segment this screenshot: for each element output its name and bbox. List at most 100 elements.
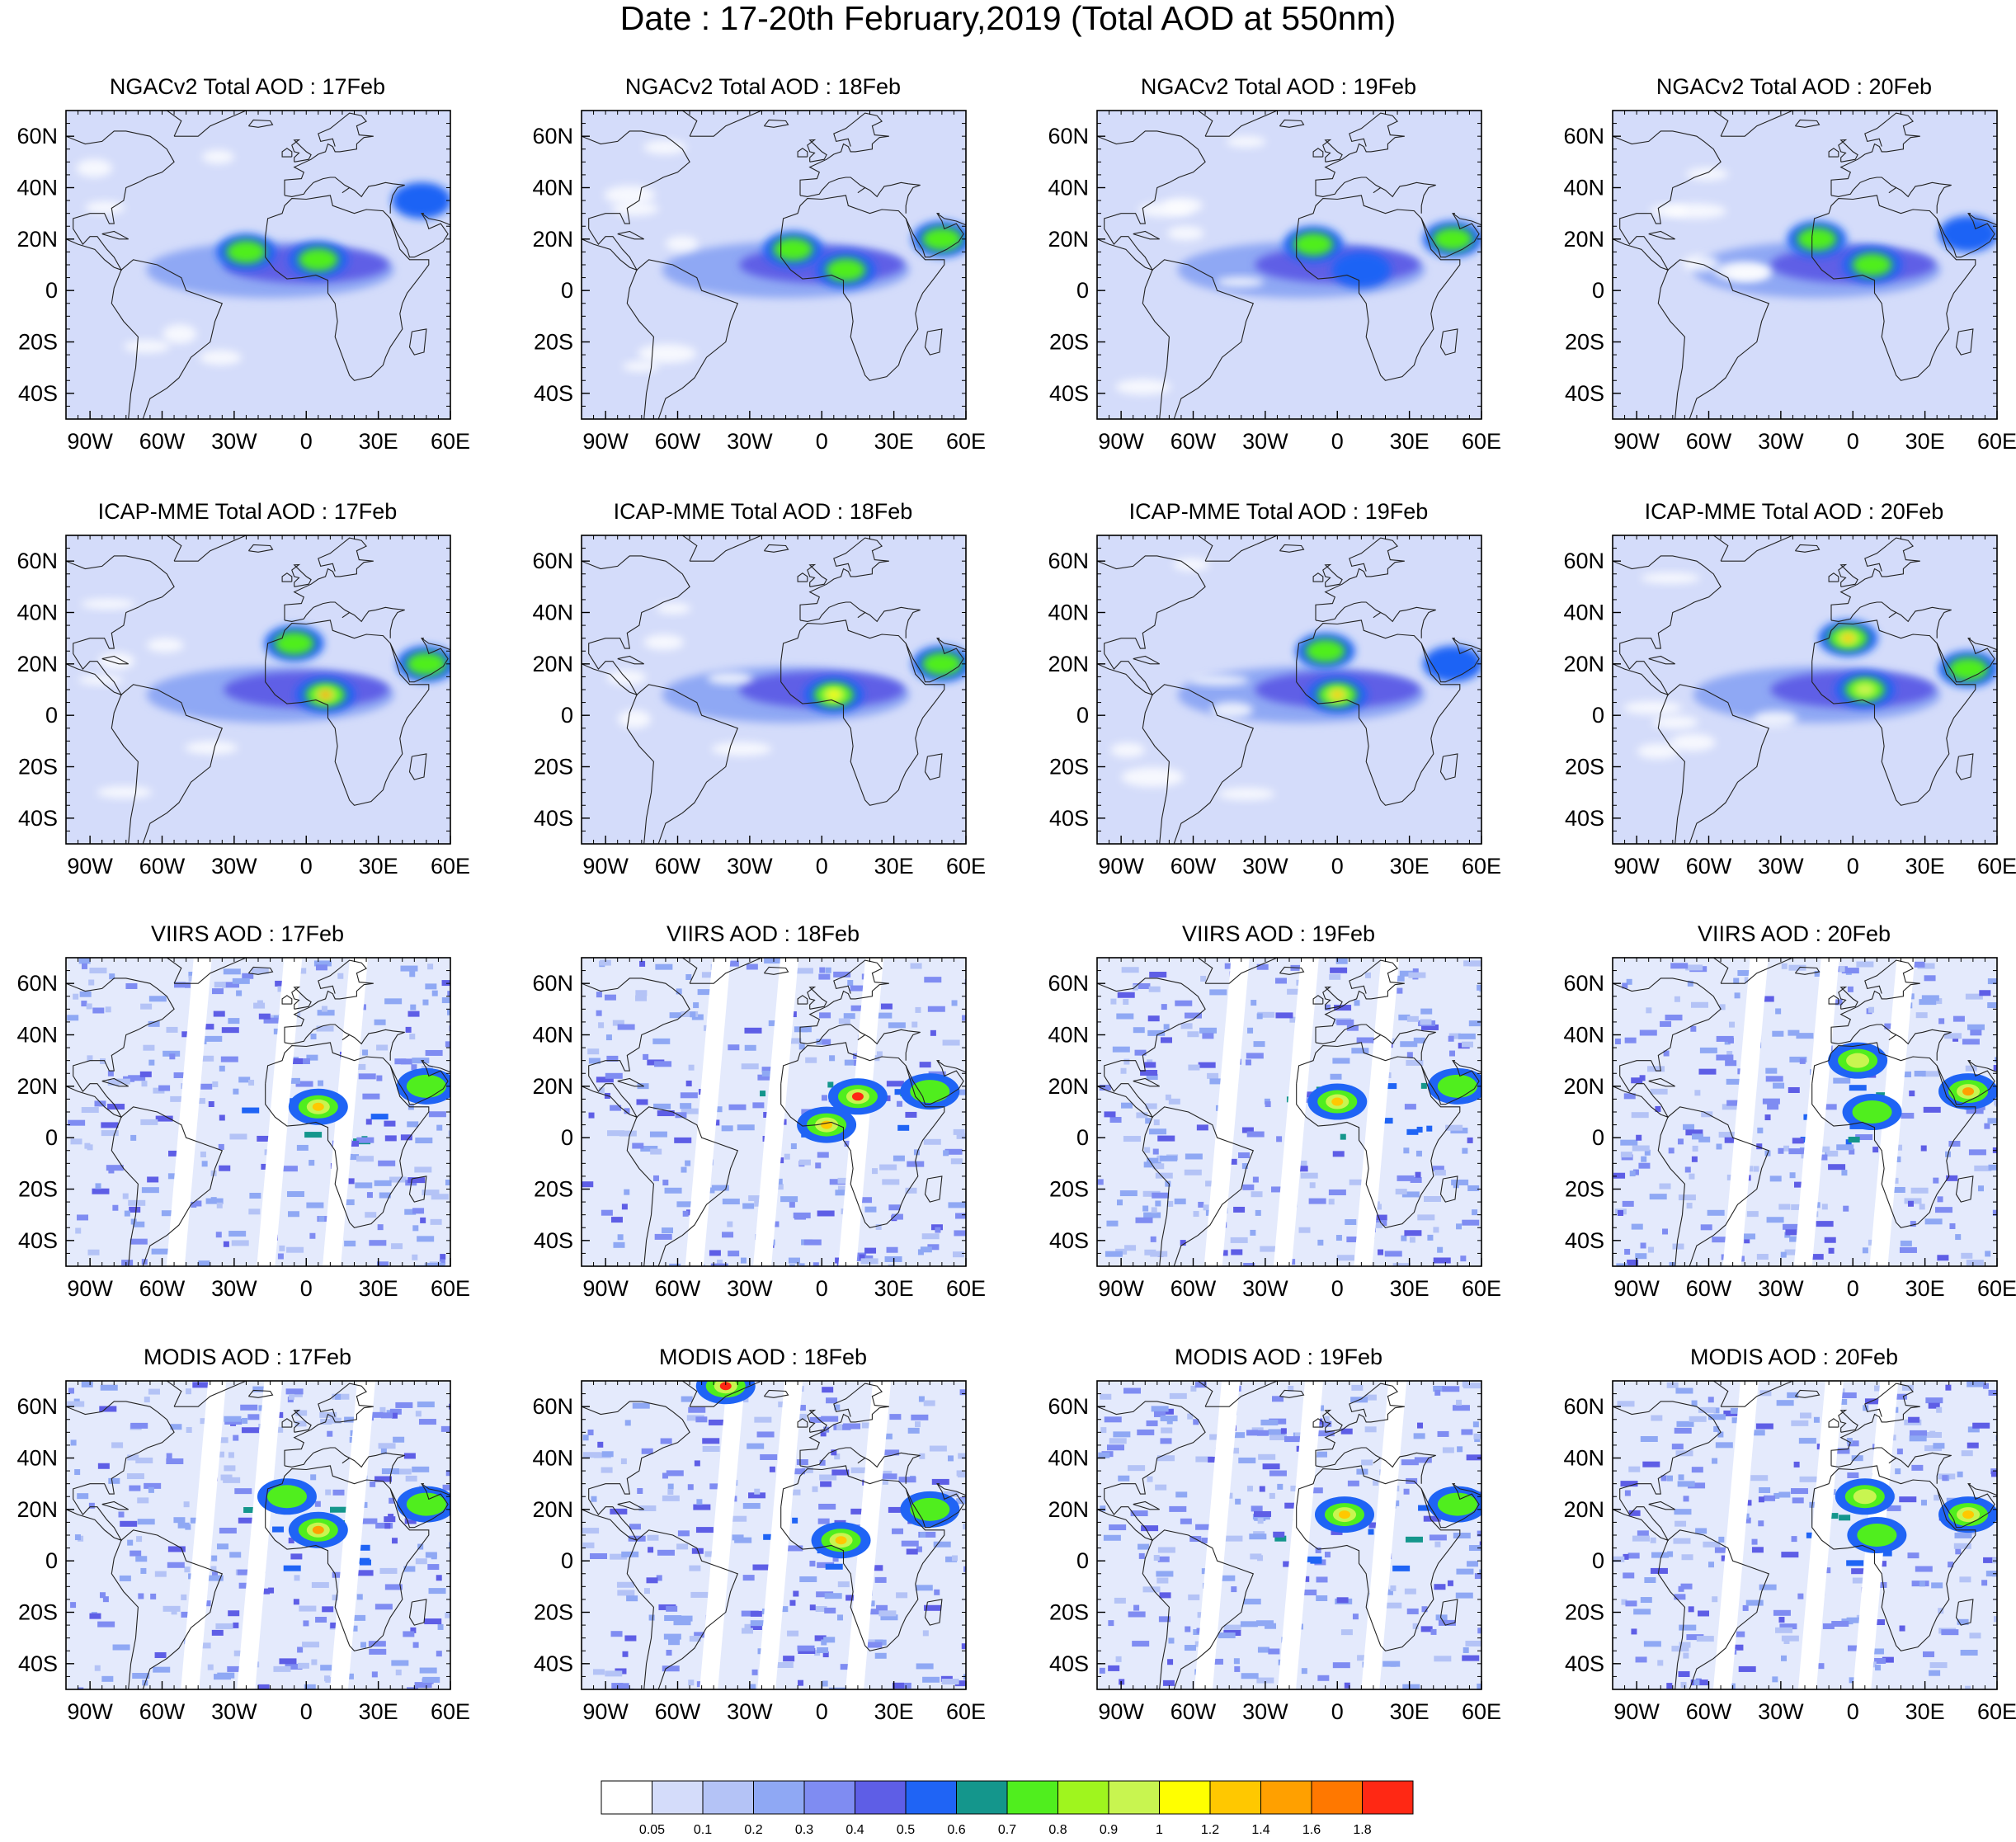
aod-retrieval-pixel (407, 1121, 419, 1128)
aod-retrieval-pixel (1852, 1577, 1864, 1584)
aod-retrieval-pixel (669, 1263, 681, 1266)
clean-air-pocket (1753, 710, 1798, 727)
aod-retrieval-pixel (1680, 1583, 1693, 1590)
aod-retrieval-pixel (384, 1584, 403, 1590)
coastline (1452, 638, 1481, 651)
aod-retrieval-pixel (789, 1201, 795, 1208)
aod-retrieval-pixel (605, 1072, 623, 1079)
coastline (1830, 601, 1952, 638)
aod-retrieval-pixel (126, 1473, 144, 1480)
aod-retrieval-pixel (1155, 1484, 1167, 1491)
aod-retrieval-pixel (1345, 1218, 1357, 1225)
aod-retrieval-pixel (1643, 1641, 1661, 1647)
aod-retrieval-pixel (624, 1108, 630, 1114)
aod-retrieval-pixel (1184, 1012, 1202, 1019)
aod-retrieval-pixel (1117, 992, 1135, 998)
aod-retrieval-pixel (1639, 1029, 1657, 1036)
aod-retrieval-pixel (1262, 1463, 1280, 1470)
colorbar-box (1209, 1780, 1261, 1815)
aod-retrieval-pixel (1907, 1200, 1914, 1207)
lat-tick-label: 20N (532, 1074, 573, 1099)
coastline (408, 328, 427, 356)
aod-retrieval-pixel (442, 1484, 450, 1491)
aod-retrieval-pixel (1434, 1170, 1446, 1176)
coastline (936, 213, 966, 226)
aod-retrieval-pixel (1696, 1636, 1714, 1642)
aod-retrieval-pixel (590, 1552, 608, 1559)
aod-retrieval-pixel (1247, 1027, 1254, 1034)
aod-retrieval-pixel (1660, 1020, 1672, 1027)
aod-retrieval-pixel (1681, 1554, 1693, 1561)
aod-retrieval-pixel (923, 1138, 941, 1145)
aod-retrieval-pixel (216, 1437, 228, 1444)
aod-retrieval-pixel (119, 1575, 131, 1581)
coastline (1712, 958, 1793, 984)
aod-feature (406, 1074, 446, 1098)
coastline (1613, 1401, 1722, 1542)
lon-tick-label: 90W (1098, 1276, 1144, 1301)
aod-retrieval-pixel (1924, 1432, 1943, 1439)
aod-retrieval-pixel (1907, 1552, 1919, 1559)
aod-feature (719, 1382, 732, 1391)
aod-retrieval-pixel (394, 1058, 407, 1065)
aod-retrieval-pixel (170, 1095, 182, 1102)
lon-tick-label: 60E (431, 1699, 470, 1724)
aod-retrieval-pixel (1707, 1397, 1714, 1403)
coastline (1838, 986, 1858, 1010)
aod-retrieval-pixel (822, 1651, 829, 1658)
aod-retrieval-pixel (198, 1260, 210, 1266)
aod-retrieval-pixel (1649, 1194, 1667, 1200)
aod-retrieval-pixel (447, 991, 450, 997)
aod-retrieval-pixel (1938, 1018, 1945, 1025)
aod-retrieval-pixel (1417, 1214, 1435, 1221)
aod-retrieval-pixel (400, 1134, 412, 1141)
coastline (924, 1599, 943, 1626)
aod-retrieval-pixel (207, 1664, 214, 1670)
aod-retrieval-pixel (1452, 1405, 1470, 1411)
aod-retrieval-pixel (365, 1411, 384, 1418)
aod-retrieval-pixel (211, 988, 224, 995)
aod-retrieval-pixel (1806, 1532, 1812, 1538)
aod-retrieval-pixel (1416, 1126, 1423, 1133)
lat-tick-label: 20N (1048, 1497, 1089, 1522)
aod-retrieval-pixel (1965, 1065, 1977, 1072)
aod-retrieval-pixel (1725, 1060, 1737, 1067)
aod-retrieval-pixel (821, 1416, 839, 1422)
aod-retrieval-pixel (1781, 963, 1788, 969)
coastline (291, 986, 312, 1010)
aod-retrieval-pixel (1957, 1471, 1963, 1477)
aod-retrieval-pixel (1679, 1642, 1691, 1648)
coastline (1936, 213, 1995, 258)
aod-retrieval-pixel (915, 1006, 921, 1013)
aod-retrieval-pixel (1108, 1665, 1120, 1671)
coastline (1312, 572, 1324, 582)
aod-retrieval-pixel (1691, 1467, 1703, 1473)
aod-retrieval-pixel (610, 1631, 623, 1637)
aod-retrieval-pixel (1613, 1556, 1625, 1562)
aod-retrieval-pixel (592, 1669, 605, 1675)
coastline (807, 986, 827, 1010)
aod-feature (1846, 1053, 1870, 1068)
coastline (421, 1483, 450, 1496)
aod-retrieval-pixel (1280, 1428, 1287, 1434)
aod-retrieval-pixel (1413, 1037, 1425, 1043)
aod-retrieval-pixel (1756, 1143, 1763, 1150)
aod-retrieval-pixel (127, 1454, 139, 1461)
aod-retrieval-pixel (1241, 1673, 1259, 1679)
lon-tick-label: 90W (582, 1699, 629, 1724)
aod-retrieval-pixel (944, 1148, 963, 1155)
aod-retrieval-pixel (215, 1623, 233, 1629)
aod-retrieval-pixel (1924, 975, 1936, 982)
main-title: Date : 17-20th February,2019 (Total AOD … (619, 0, 1397, 37)
lat-tick-label: 20S (1049, 1600, 1089, 1625)
aod-retrieval-pixel (1361, 1459, 1373, 1466)
aod-retrieval-pixel (412, 1058, 430, 1064)
lon-tick-label: 30W (727, 1699, 773, 1724)
aod-retrieval-pixel (237, 1569, 249, 1576)
aod-retrieval-pixel (1863, 1405, 1869, 1411)
aod-retrieval-pixel (662, 1472, 668, 1479)
aod-retrieval-pixel (1160, 1438, 1172, 1444)
aod-retrieval-pixel (814, 1635, 827, 1642)
